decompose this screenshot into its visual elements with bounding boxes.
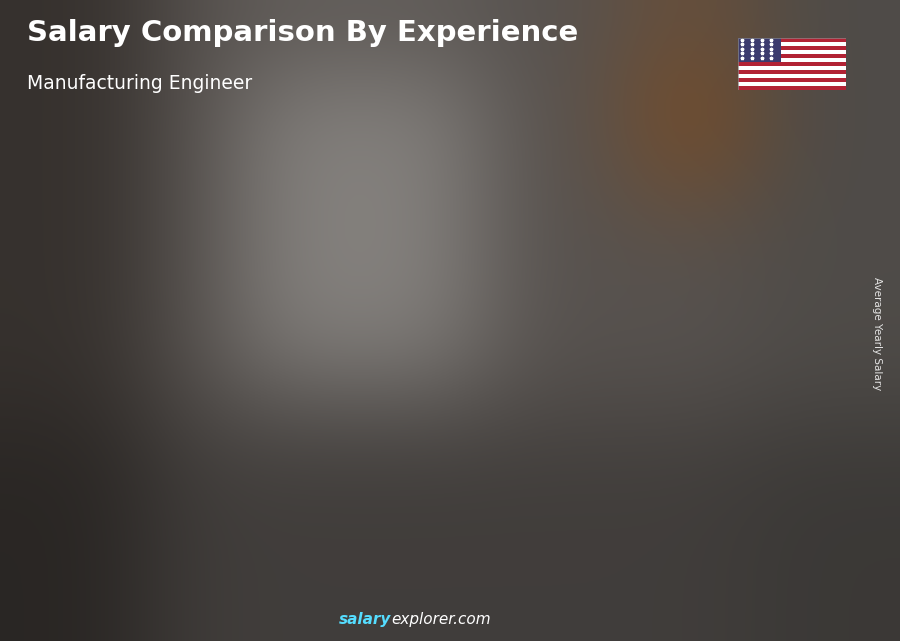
Text: +8%: +8%	[695, 107, 741, 125]
Polygon shape	[702, 181, 781, 564]
Bar	[738, 58, 846, 62]
Polygon shape	[67, 423, 160, 429]
Text: Salary Comparison By Experience: Salary Comparison By Experience	[27, 19, 578, 47]
Polygon shape	[400, 285, 415, 564]
Text: 128,000 USD: 128,000 USD	[619, 163, 696, 177]
Polygon shape	[575, 194, 670, 211]
Text: +48%: +48%	[307, 224, 365, 242]
Polygon shape	[194, 385, 273, 564]
Bar	[738, 38, 781, 62]
Polygon shape	[702, 181, 710, 564]
Polygon shape	[575, 211, 654, 564]
Text: 45,000 USD: 45,000 USD	[0, 412, 60, 425]
Polygon shape	[320, 298, 328, 564]
Text: salary: salary	[339, 612, 392, 627]
Polygon shape	[654, 194, 670, 564]
Polygon shape	[448, 241, 455, 564]
Text: 88,900 USD: 88,900 USD	[245, 281, 314, 294]
Polygon shape	[194, 376, 288, 385]
Text: Manufacturing Engineer: Manufacturing Engineer	[27, 74, 252, 93]
Text: +22%: +22%	[434, 167, 492, 185]
Polygon shape	[194, 385, 202, 564]
Text: 60,100 USD: 60,100 USD	[118, 367, 187, 380]
Polygon shape	[448, 225, 542, 241]
Polygon shape	[273, 376, 288, 564]
Polygon shape	[575, 211, 583, 564]
Text: +34%: +34%	[180, 310, 238, 328]
Polygon shape	[448, 241, 526, 564]
Polygon shape	[781, 162, 797, 564]
Text: 108,000 USD: 108,000 USD	[364, 224, 442, 237]
Polygon shape	[67, 429, 145, 564]
Polygon shape	[320, 285, 415, 298]
Text: explorer.com: explorer.com	[392, 612, 491, 627]
Text: 118,000 USD: 118,000 USD	[491, 194, 569, 206]
Polygon shape	[320, 298, 400, 564]
Polygon shape	[145, 423, 160, 564]
Bar	[738, 50, 846, 54]
Bar	[738, 82, 846, 86]
Text: +9%: +9%	[568, 137, 613, 155]
Bar	[738, 74, 846, 78]
Polygon shape	[702, 162, 796, 181]
Polygon shape	[526, 225, 542, 564]
Bar	[738, 42, 846, 46]
Polygon shape	[67, 429, 75, 564]
Text: Average Yearly Salary: Average Yearly Salary	[872, 277, 883, 390]
Bar	[738, 66, 846, 70]
